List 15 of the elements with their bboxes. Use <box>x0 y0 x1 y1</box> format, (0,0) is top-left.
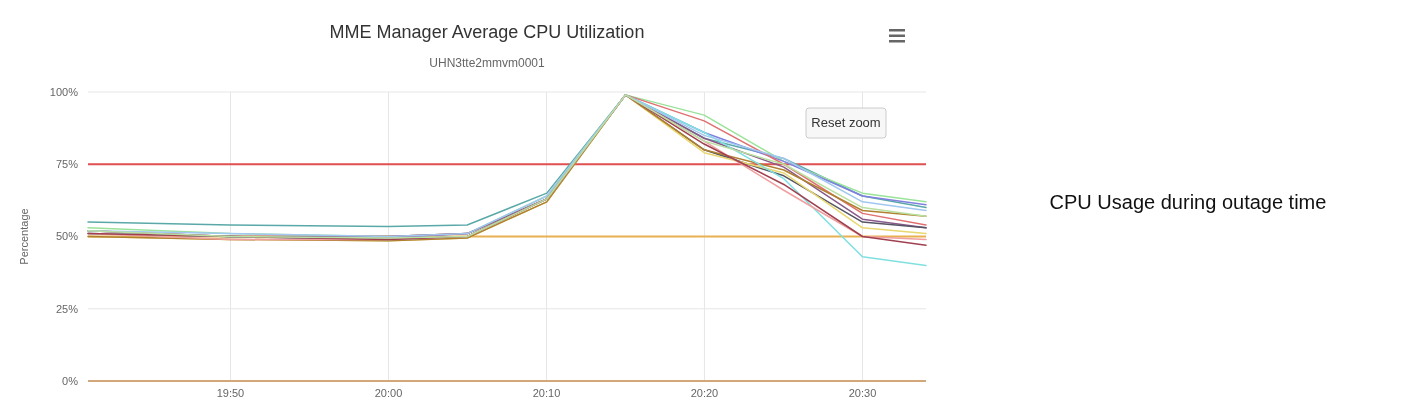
y-tick-label: 0% <box>62 374 79 387</box>
chart-title: MME Manager Average CPU Utilization <box>329 22 645 42</box>
y-tick-label: 25% <box>55 302 79 315</box>
x-tick-label: 20:00 <box>374 387 403 399</box>
chart-subtitle: UHN3tte2mmvm0001 <box>429 56 546 70</box>
annotation: Reset zoom <box>811 115 881 130</box>
x-tick-label: 20:10 <box>532 387 561 399</box>
y-tick-label: 100% <box>49 85 79 98</box>
y-tick-label: 75% <box>55 158 79 171</box>
x-tick-label: 19:50 <box>216 387 245 399</box>
y-tick-label: 50% <box>55 230 79 243</box>
x-tick-label: 20:30 <box>848 387 877 399</box>
text: CPU Usage during outage time <box>1049 191 1327 213</box>
y-axis-title: Percentage <box>18 208 30 265</box>
x-tick-label: 20:20 <box>690 387 719 399</box>
